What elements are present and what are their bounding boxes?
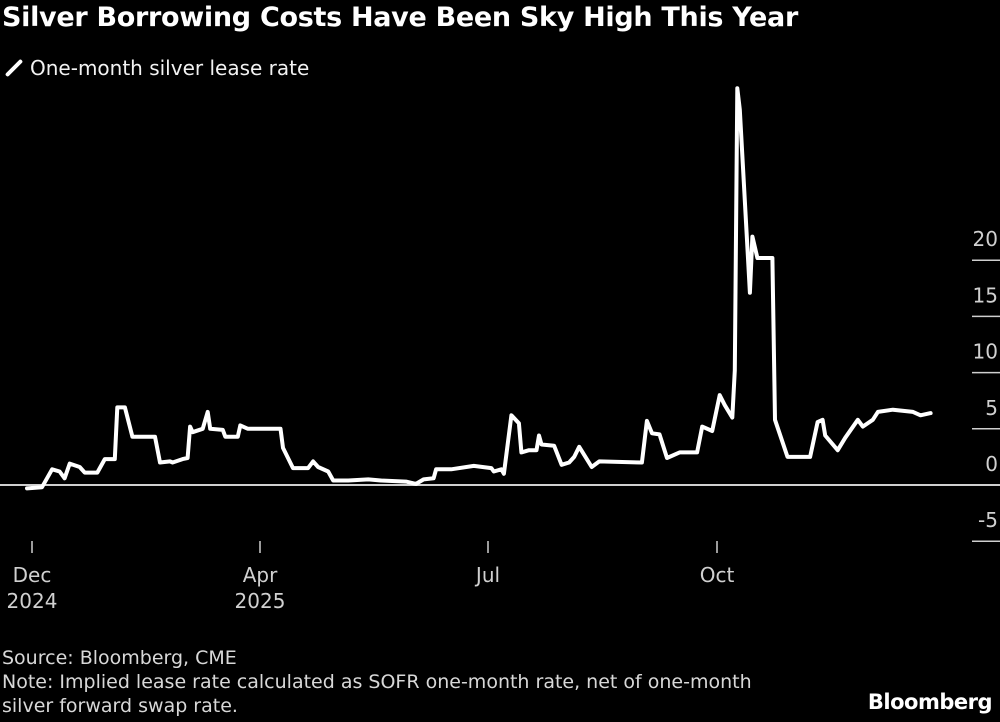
bloomberg-logo: Bloomberg	[867, 690, 993, 714]
series-line-lease-rate	[25, 86, 933, 491]
legend-label: One-month silver lease rate	[30, 56, 310, 80]
x-tick-month: Apr	[242, 563, 278, 587]
note-text: Note: Implied lease rate calculated as S…	[2, 671, 752, 717]
x-tick-label: Oct	[677, 562, 757, 588]
x-tick-label: Jul	[448, 562, 528, 588]
x-tick-year: 2025	[234, 589, 286, 613]
source-text: Source: Bloomberg, CME	[2, 647, 237, 669]
x-tick-label: Dec 2024	[0, 562, 72, 614]
y-tick-label: 15	[973, 283, 998, 307]
x-tick-month: Dec	[12, 563, 52, 587]
y-tick-label: -5	[978, 508, 998, 532]
y-tick-label: 10	[973, 340, 998, 364]
footer: Source: Bloomberg, CME Note: Implied lea…	[2, 646, 802, 718]
x-tick-label: Apr 2025	[220, 562, 300, 614]
y-tick-label: 20	[973, 227, 998, 251]
x-tick-month: Oct	[699, 563, 735, 587]
y-tick-label: 5	[985, 396, 998, 420]
x-tick-month: Jul	[475, 563, 501, 587]
y-tick-label: 0	[985, 452, 998, 476]
chart-title: Silver Borrowing Costs Have Been Sky Hig…	[2, 2, 798, 33]
legend: One-month silver lease rate	[4, 56, 309, 80]
x-tick-year: 2024	[6, 589, 58, 613]
